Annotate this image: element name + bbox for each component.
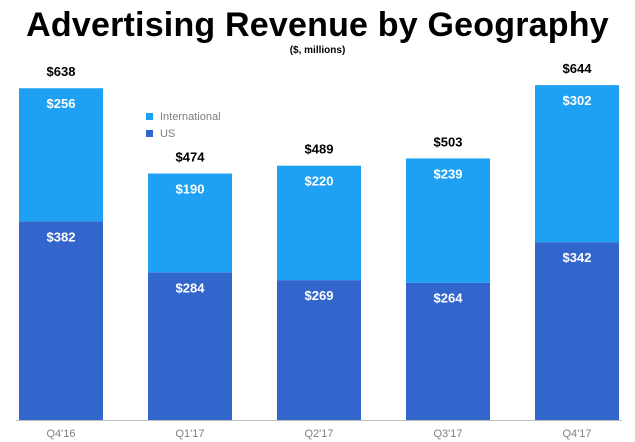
x-tick-label-4: Q4'17 — [562, 428, 591, 440]
bar-us-0 — [19, 221, 103, 420]
data-label-us-4: $342 — [563, 250, 592, 265]
bar-international-0 — [19, 88, 103, 222]
total-label-3: $503 — [434, 134, 463, 149]
data-label-international-2: $220 — [305, 174, 334, 189]
chart-subtitle: ($, millions) — [289, 45, 346, 56]
bar-international-3 — [406, 158, 490, 283]
bar-international-2 — [277, 165, 361, 281]
legend: International US — [146, 108, 221, 142]
chart-title: Advertising Revenue by Geography — [26, 6, 609, 44]
total-label-1: $474 — [176, 150, 206, 165]
total-label-2: $489 — [305, 142, 334, 157]
legend-item-us: US — [146, 125, 221, 142]
data-label-us-1: $284 — [176, 280, 206, 295]
bar-international-1 — [148, 173, 232, 273]
bar-us-2 — [277, 280, 361, 420]
legend-item-international: International — [146, 108, 221, 125]
bar-us-4 — [535, 242, 619, 420]
total-label-4: $644 — [563, 61, 593, 76]
bar-us-3 — [406, 282, 490, 420]
bar-us-1 — [148, 272, 232, 420]
x-tick-label-3: Q3'17 — [433, 428, 462, 440]
legend-label-us: US — [160, 127, 176, 140]
legend-label-international: International — [160, 110, 221, 123]
data-label-international-1: $190 — [176, 182, 205, 197]
data-label-international-0: $256 — [47, 96, 76, 111]
legend-swatch-us — [146, 130, 153, 137]
legend-swatch-international — [146, 113, 153, 120]
data-label-us-2: $269 — [305, 288, 334, 303]
data-label-us-0: $382 — [47, 229, 76, 244]
total-label-0: $638 — [47, 64, 76, 79]
bar-international-4 — [535, 85, 619, 243]
data-label-international-3: $239 — [434, 166, 463, 181]
x-tick-label-2: Q2'17 — [304, 428, 333, 440]
x-tick-label-1: Q1'17 — [175, 428, 204, 440]
data-label-us-3: $264 — [434, 291, 464, 306]
data-label-international-4: $302 — [563, 93, 592, 108]
x-tick-label-0: Q4'16 — [46, 428, 75, 440]
